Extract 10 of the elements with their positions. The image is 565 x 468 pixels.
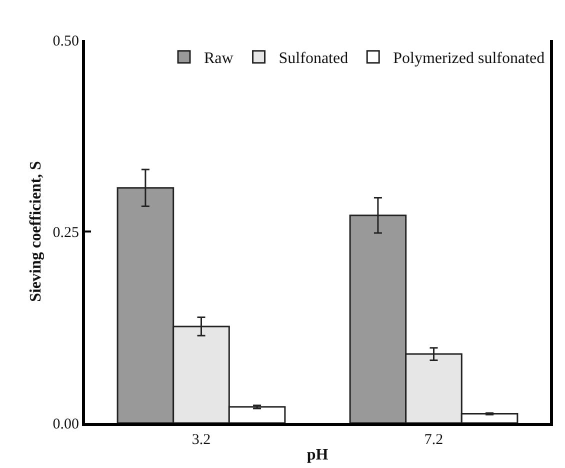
y-tick-label: 0.00 [52,416,79,432]
y-tick-label: 0.25 [52,224,79,241]
x-axis-title: pH [306,446,329,464]
legend-label: Polymerized sulfonated [393,50,545,68]
legend-label: Raw [204,50,234,68]
legend-label: Sulfonated [278,50,348,68]
y-axis-title: Sieving coefficient, S [28,160,45,302]
x-tick-label: 3.2 [192,432,211,448]
y-tick-label: 0.50 [52,33,79,50]
x-tick-label: 7.2 [424,432,444,448]
